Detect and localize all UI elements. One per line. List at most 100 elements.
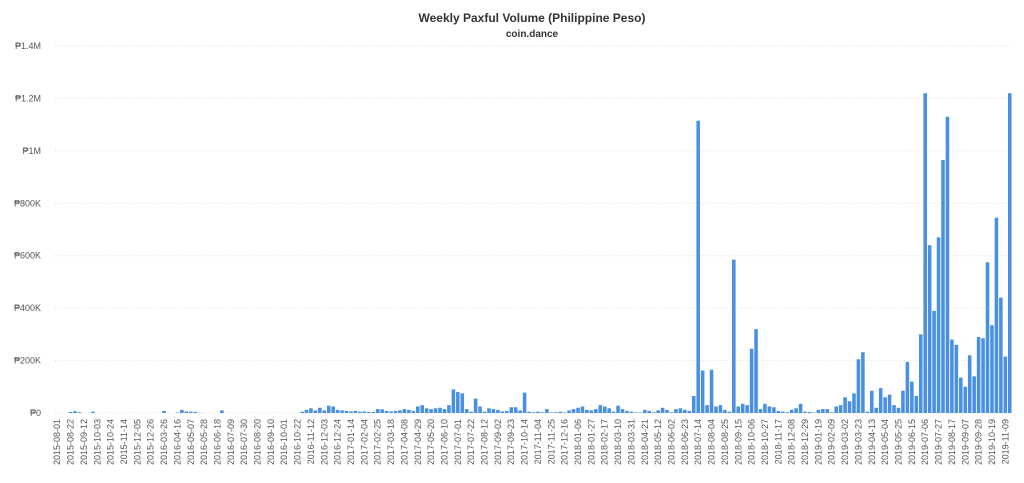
bar <box>874 407 879 413</box>
bar <box>847 401 852 413</box>
x-tick-label: 2015-09-12 <box>79 419 89 465</box>
bar <box>353 410 358 413</box>
bar <box>580 406 585 413</box>
bar <box>393 410 398 413</box>
x-tick-label: 2016-10-01 <box>279 419 289 465</box>
bar <box>838 405 843 413</box>
bar <box>620 409 625 413</box>
bar <box>976 336 981 413</box>
x-tick-label: 2019-03-23 <box>853 419 863 465</box>
bar <box>758 409 763 413</box>
bar <box>967 355 972 413</box>
x-tick-label: 2019-05-25 <box>893 419 903 465</box>
bar <box>487 408 491 413</box>
x-tick-label: 2018-03-10 <box>613 419 623 465</box>
x-tick-label: 2018-01-27 <box>586 419 596 465</box>
bar <box>415 406 420 413</box>
bar <box>611 411 616 413</box>
bar <box>91 411 95 413</box>
bar <box>589 410 594 413</box>
x-tick-label: 2018-09-15 <box>733 419 743 465</box>
bar <box>607 408 611 413</box>
bar <box>362 411 367 413</box>
bar <box>999 297 1003 413</box>
x-tick-label: 2016-09-10 <box>266 419 276 465</box>
bar <box>981 338 985 413</box>
bar <box>473 398 478 413</box>
bar <box>313 410 318 413</box>
x-tick-label: 2019-09-07 <box>960 419 970 465</box>
bar <box>812 412 816 413</box>
bar <box>732 259 736 413</box>
bar <box>767 406 772 413</box>
bar <box>914 395 919 413</box>
bar <box>950 339 954 413</box>
bar <box>1003 356 1008 413</box>
bar <box>941 160 945 413</box>
bar <box>304 409 309 413</box>
bar <box>367 411 371 413</box>
y-tick-label: ₱1M <box>22 146 41 156</box>
x-tick-label: 2017-07-22 <box>466 419 476 465</box>
x-tick-label: 2015-08-22 <box>66 419 76 465</box>
bar <box>478 406 482 413</box>
x-tick-label: 2016-06-18 <box>212 419 222 465</box>
bar <box>585 409 589 413</box>
x-tick-label: 2017-02-04 <box>359 419 369 465</box>
bar <box>794 408 798 413</box>
x-tick-label: 2016-04-16 <box>172 419 182 465</box>
x-tick-label: 2016-12-24 <box>333 419 343 465</box>
chart-title: Weekly Paxful Volume (Philippine Peso) <box>419 11 646 25</box>
bar <box>469 411 473 413</box>
x-tick-label: 2017-11-04 <box>533 419 543 464</box>
bar <box>1007 93 1012 413</box>
x-tick-label: 2018-11-17 <box>773 419 783 464</box>
bar <box>714 406 718 413</box>
bar <box>709 369 714 413</box>
x-tick-label: 2019-02-09 <box>827 419 837 465</box>
bar <box>705 405 709 413</box>
x-tick-label: 2019-07-06 <box>920 419 930 465</box>
bar <box>723 409 727 413</box>
bar <box>344 410 349 413</box>
bar <box>326 405 331 413</box>
bar <box>629 411 634 413</box>
bar <box>994 217 999 413</box>
bar <box>718 405 723 413</box>
bar <box>905 361 910 413</box>
bar <box>821 409 825 413</box>
x-tick-label: 2017-08-12 <box>480 419 490 465</box>
bar <box>433 408 438 413</box>
x-tick-label: 2018-10-27 <box>760 419 770 465</box>
bar <box>420 405 425 413</box>
x-tick-label: 2019-03-02 <box>840 419 850 465</box>
bar <box>669 412 674 413</box>
bar <box>990 325 994 413</box>
y-tick-label: ₱200K <box>14 356 41 366</box>
bar <box>634 412 638 413</box>
bar <box>411 410 416 413</box>
bar <box>816 409 821 413</box>
bar <box>545 409 549 413</box>
bar <box>442 409 447 413</box>
bar <box>451 389 456 413</box>
bar <box>700 370 705 413</box>
bar <box>887 394 892 413</box>
bar <box>954 344 959 413</box>
bar <box>763 403 767 413</box>
bar <box>331 406 335 413</box>
bar <box>674 409 678 413</box>
bar <box>540 412 545 413</box>
bar <box>562 412 567 413</box>
bar <box>678 408 683 413</box>
bar <box>429 409 433 413</box>
bar <box>518 410 522 413</box>
y-tick-label: ₱600K <box>14 251 41 261</box>
x-tick-label: 2019-06-15 <box>907 419 917 465</box>
y-tick-label: ₱800K <box>14 198 41 208</box>
x-tick-label: 2017-12-16 <box>560 419 570 465</box>
bar <box>798 403 803 413</box>
x-tick-label: 2017-10-14 <box>520 419 530 465</box>
x-tick-label: 2015-08-01 <box>52 419 62 465</box>
x-tick-label: 2017-03-18 <box>386 419 396 465</box>
